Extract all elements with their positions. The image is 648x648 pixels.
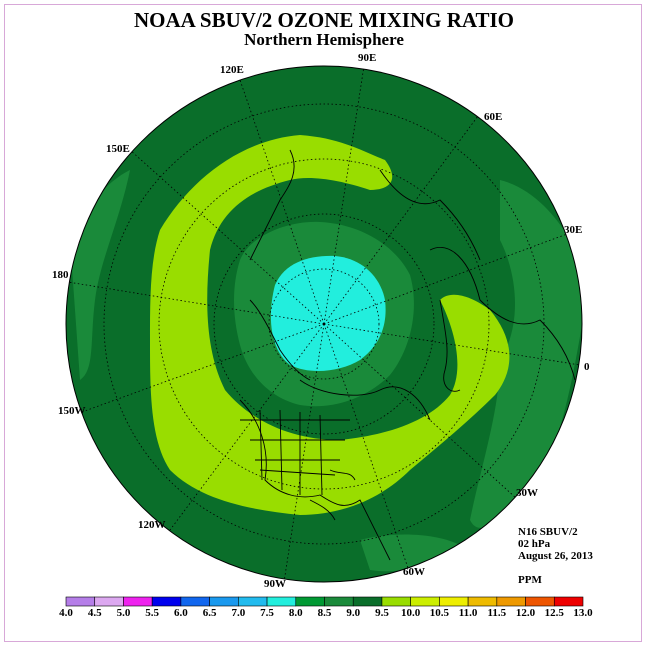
colorbar-swatch: [381, 596, 411, 607]
colorbar-tick-label: 5.0: [116, 607, 131, 619]
lon-label-180: 180: [52, 269, 69, 281]
coastlines: [239, 149, 576, 561]
colorbar-swatch: [65, 596, 96, 607]
map-subtitle: Northern Hemisphere: [244, 30, 404, 49]
colorbar-swatch: [209, 596, 239, 607]
lon-label-150e: 150E: [106, 143, 130, 155]
colorbar-swatch: [324, 596, 354, 607]
colorbar-tick-label: 12.0: [515, 607, 536, 619]
lon-label-90w: 90W: [264, 578, 286, 590]
colorbar-tick-label: 4.0: [59, 607, 73, 619]
lon-label-60e: 60E: [484, 111, 503, 123]
lon-label-120w: 120W: [138, 519, 166, 531]
colorbar-swatch: [295, 596, 325, 607]
figure-frame: [4, 4, 642, 642]
colorbar-tick-label: 8.0: [288, 607, 303, 619]
map-title: NOAA SBUV/2 OZONE MIXING RATIO: [134, 8, 514, 32]
lon-label-90e: 90E: [358, 52, 377, 64]
colorbar-tick-label: 9.0: [346, 607, 361, 619]
info-date: August 26, 2013: [518, 550, 593, 562]
colorbar-tick-label: 9.5: [375, 607, 389, 619]
colorbar-swatch: [123, 596, 153, 607]
colorbar-tick-label: 11.0: [458, 607, 478, 619]
lon-label-150w: 150W: [58, 405, 86, 417]
info-pressure: 02 hPa: [518, 538, 551, 550]
colorbar-tick-label: 10.5: [429, 607, 449, 619]
lon-label-30e: 30E: [564, 224, 583, 236]
colorbar-swatch: [266, 596, 297, 607]
colorbar-swatch: [180, 596, 210, 607]
contour-8-5-south: [360, 534, 460, 572]
contour-9-5-ring: [150, 135, 510, 515]
colorbar-tick-label: 5.5: [145, 607, 160, 619]
colorbar-swatch: [238, 596, 268, 607]
contour-8-0-polar: [270, 255, 386, 372]
colorbar-tick-label: 8.5: [317, 607, 332, 619]
colorbar-tick-label: 7.5: [260, 607, 274, 619]
lon-label-60w: 60W: [403, 566, 425, 578]
colorbar-tick-label: 6.5: [202, 607, 217, 619]
colorbar-tick-label: 12.5: [544, 607, 564, 619]
colorbar-swatch: [467, 596, 498, 607]
meridian-lines: [67, 66, 581, 582]
lon-label-0: 0: [584, 361, 590, 373]
contour-8-5-east: [470, 180, 582, 528]
colorbar-tick-label: 10.0: [401, 607, 421, 619]
colorbar-swatch: [410, 596, 440, 607]
colorbar-swatch: [151, 596, 182, 607]
info-units: PPM: [518, 574, 542, 586]
colorbar-swatch: [352, 596, 383, 607]
colorbar-tick-label: 11.5: [487, 607, 507, 619]
colorbar-swatch: [496, 596, 526, 607]
colorbar-swatch: [439, 596, 469, 607]
colorbar-tick-label: 7.0: [231, 607, 246, 619]
colorbar-tick-label: 6.0: [174, 607, 188, 619]
colorbar-tick-label: 13.0: [573, 607, 593, 619]
colorbar-tick-label: 4.5: [87, 607, 102, 619]
info-instrument: N16 SBUV/2: [518, 526, 578, 538]
lon-label-30w: 30W: [516, 487, 538, 499]
lon-label-120e: 120E: [220, 64, 244, 76]
colorbar-swatch: [525, 596, 555, 607]
colorbar-swatch: [94, 596, 124, 607]
globe-outline: [65, 65, 583, 583]
colorbar-swatch: [553, 596, 584, 607]
colorbar: [65, 596, 584, 607]
